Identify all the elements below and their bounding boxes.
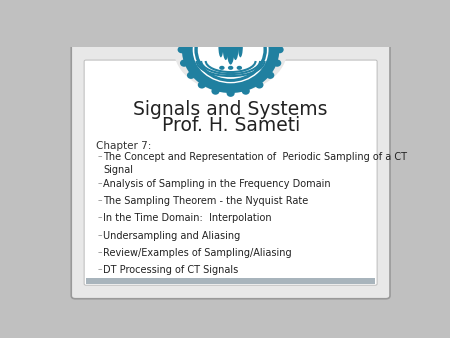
Ellipse shape <box>198 81 206 89</box>
FancyBboxPatch shape <box>71 44 390 299</box>
Text: –: – <box>97 231 102 240</box>
Ellipse shape <box>180 59 188 67</box>
Ellipse shape <box>212 88 220 95</box>
Ellipse shape <box>198 20 264 79</box>
Text: Prof. H. Sameti: Prof. H. Sameti <box>162 116 300 135</box>
Ellipse shape <box>255 81 264 89</box>
Ellipse shape <box>198 11 206 18</box>
Text: –: – <box>97 179 102 188</box>
Text: In the Time Domain:  Interpolation: In the Time Domain: Interpolation <box>104 214 272 223</box>
Text: Chapter 7:: Chapter 7: <box>96 141 152 151</box>
Ellipse shape <box>192 15 270 84</box>
Circle shape <box>237 66 242 70</box>
Ellipse shape <box>223 33 229 60</box>
Ellipse shape <box>178 46 186 53</box>
Text: Undersampling and Aliasing: Undersampling and Aliasing <box>104 231 241 241</box>
Ellipse shape <box>266 20 274 28</box>
Text: DT Processing of CT Signals: DT Processing of CT Signals <box>104 265 239 275</box>
Ellipse shape <box>180 32 188 40</box>
Ellipse shape <box>194 17 267 82</box>
Text: Signals and Systems: Signals and Systems <box>133 100 328 119</box>
Ellipse shape <box>242 5 250 12</box>
Ellipse shape <box>174 7 287 92</box>
Text: –: – <box>97 248 102 257</box>
FancyBboxPatch shape <box>56 21 405 47</box>
FancyBboxPatch shape <box>84 60 377 285</box>
Text: The Concept and Representation of  Periodic Sampling of a CT
Signal: The Concept and Representation of Period… <box>104 152 407 175</box>
Ellipse shape <box>226 2 235 10</box>
Text: –: – <box>97 152 102 162</box>
Ellipse shape <box>275 46 284 53</box>
Text: –: – <box>97 214 102 222</box>
Ellipse shape <box>273 59 281 67</box>
Ellipse shape <box>212 5 220 12</box>
Circle shape <box>219 66 225 70</box>
Ellipse shape <box>187 72 195 79</box>
Text: Analysis of Sampling in the Frequency Domain: Analysis of Sampling in the Frequency Do… <box>104 179 331 189</box>
Ellipse shape <box>238 35 243 57</box>
Ellipse shape <box>255 11 264 18</box>
Ellipse shape <box>266 72 274 79</box>
Ellipse shape <box>226 90 235 97</box>
Ellipse shape <box>182 6 279 93</box>
Ellipse shape <box>187 20 195 28</box>
FancyBboxPatch shape <box>161 0 301 14</box>
Text: –: – <box>97 265 102 274</box>
FancyBboxPatch shape <box>86 278 375 284</box>
Text: –: – <box>97 196 102 205</box>
Ellipse shape <box>226 28 235 65</box>
Ellipse shape <box>273 32 281 40</box>
Ellipse shape <box>242 88 250 95</box>
Ellipse shape <box>218 35 223 57</box>
Ellipse shape <box>233 33 238 60</box>
Text: The Sampling Theorem - the Nyquist Rate: The Sampling Theorem - the Nyquist Rate <box>104 196 309 206</box>
Text: Review/Examples of Sampling/Aliasing: Review/Examples of Sampling/Aliasing <box>104 248 292 258</box>
Circle shape <box>228 66 234 70</box>
